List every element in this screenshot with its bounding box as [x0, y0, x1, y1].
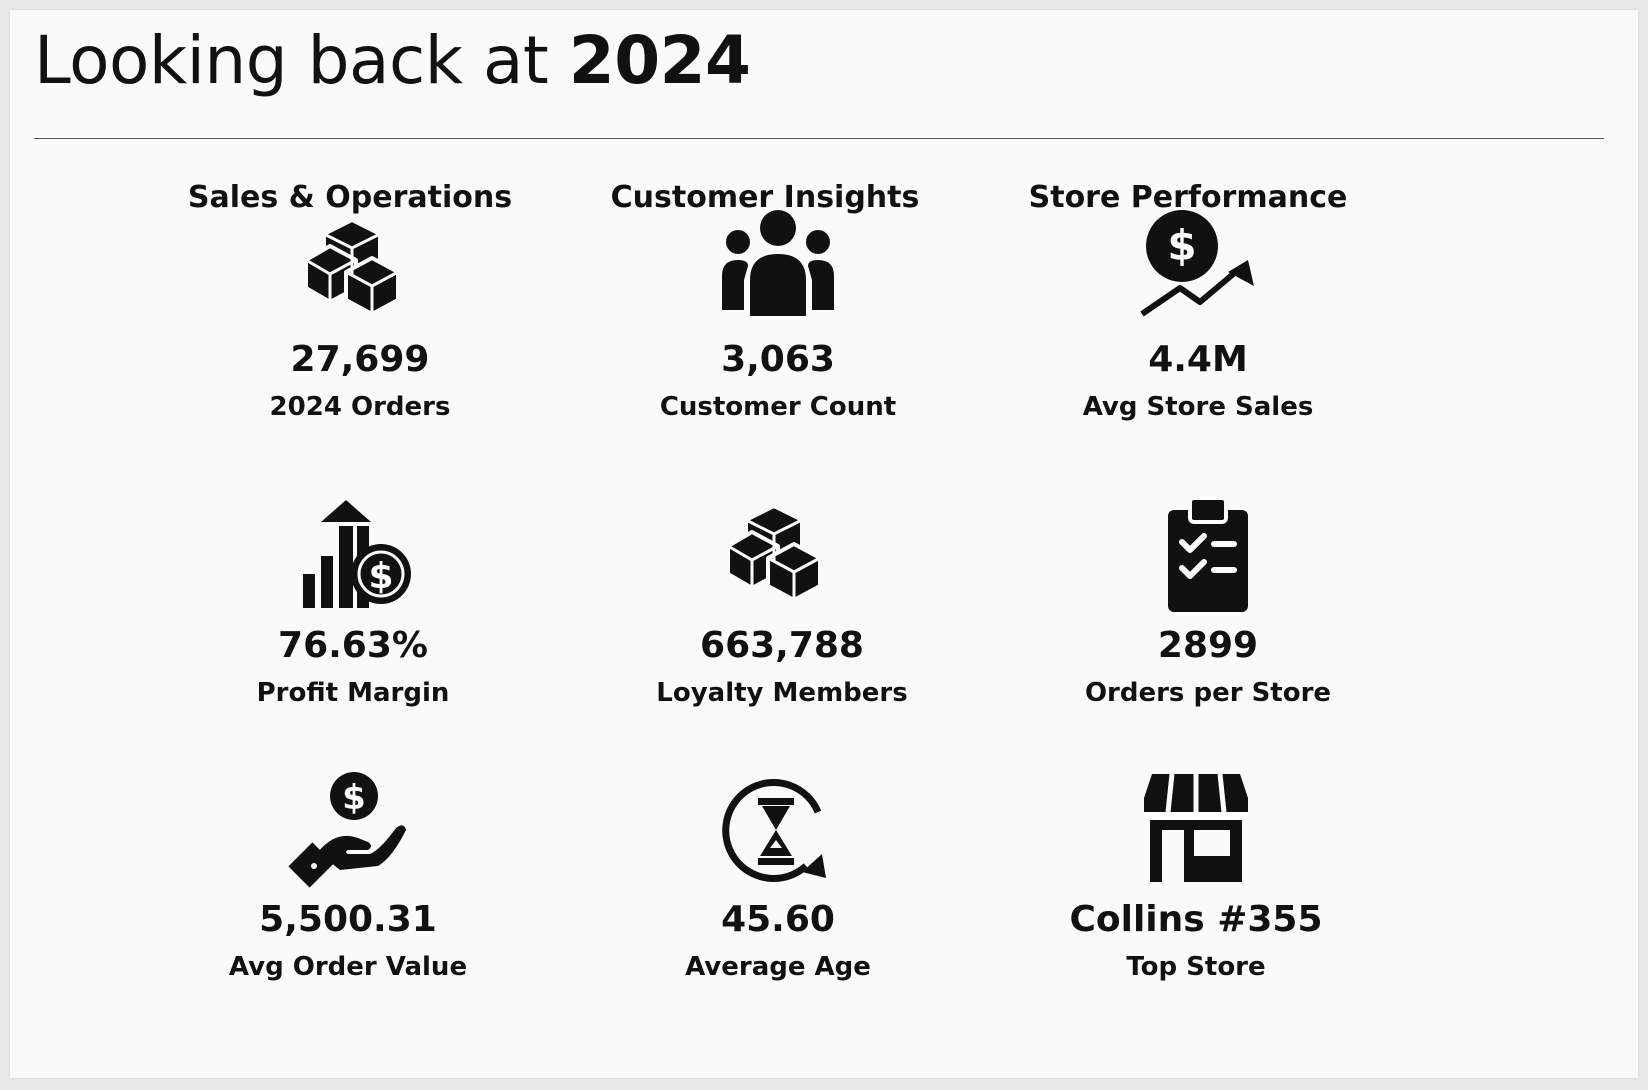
kpi-customer-count: 3,063 Customer Count: [578, 210, 978, 424]
hourglass-cycle-icon: [718, 770, 838, 890]
kpi-avg-order-value: $ 5,500.31 Avg Order Value: [148, 770, 548, 984]
top-store-label: Top Store: [1126, 952, 1266, 982]
customer-count-label: Customer Count: [659, 392, 897, 422]
loyalty-members-label: Loyalty Members: [656, 678, 908, 708]
boxes-icon: [722, 496, 842, 616]
orders-label: 2024 Orders: [269, 392, 451, 422]
avg-store-sales-label: Avg Store Sales: [1082, 392, 1314, 422]
kpi-avg-store-sales: $ 4.4M Avg Store Sales: [998, 210, 1398, 424]
svg-text:$: $: [342, 778, 366, 818]
hand-coin-icon: $: [288, 770, 408, 890]
column-heading-customers: Customer Insights: [610, 180, 920, 215]
title-prefix: Looking back at: [34, 22, 549, 99]
loyalty-members-value: 663,788: [700, 625, 864, 666]
orders-value: 27,699: [290, 339, 430, 380]
avg-order-value-value: 5,500.31: [259, 899, 437, 940]
dashboard-card: Looking back at 2024 Sales & Operations …: [10, 10, 1638, 1078]
kpi-orders: 27,699 2024 Orders: [160, 210, 560, 424]
svg-text:$: $: [368, 556, 393, 597]
column-heading-stores: Store Performance: [1028, 180, 1348, 215]
page-title: Looking back at 2024: [34, 22, 751, 99]
average-age-label: Average Age: [685, 952, 871, 982]
boxes-icon: [300, 210, 420, 330]
kpi-orders-per-store: 2899 Orders per Store: [1008, 496, 1408, 710]
avg-store-sales-value: 4.4M: [1148, 339, 1248, 380]
orders-per-store-value: 2899: [1157, 625, 1259, 666]
kpi-profit-margin: $ 76.63% Profit Margin: [153, 496, 553, 710]
customer-count-value: 3,063: [721, 339, 835, 380]
top-store-value: Collins #355: [1069, 899, 1323, 940]
avg-order-value-label: Avg Order Value: [228, 952, 468, 982]
profit-margin-value: 76.63%: [278, 625, 428, 666]
column-heading-sales: Sales & Operations: [187, 180, 513, 215]
profit-chart-icon: $: [293, 496, 413, 616]
kpi-loyalty-members: 663,788 Loyalty Members: [582, 496, 982, 710]
clipboard-checklist-icon: [1148, 496, 1268, 616]
people-icon: [718, 210, 838, 330]
profit-margin-label: Profit Margin: [256, 678, 450, 708]
title-year: 2024: [568, 22, 751, 99]
kpi-average-age: 45.60 Average Age: [578, 770, 978, 984]
kpi-top-store: Collins #355 Top Store: [996, 770, 1396, 984]
title-divider: [34, 138, 1604, 139]
money-growth-icon: $: [1138, 210, 1258, 330]
svg-text:$: $: [1167, 221, 1196, 270]
storefront-icon: [1136, 770, 1256, 890]
average-age-value: 45.60: [721, 899, 835, 940]
orders-per-store-label: Orders per Store: [1084, 678, 1332, 708]
